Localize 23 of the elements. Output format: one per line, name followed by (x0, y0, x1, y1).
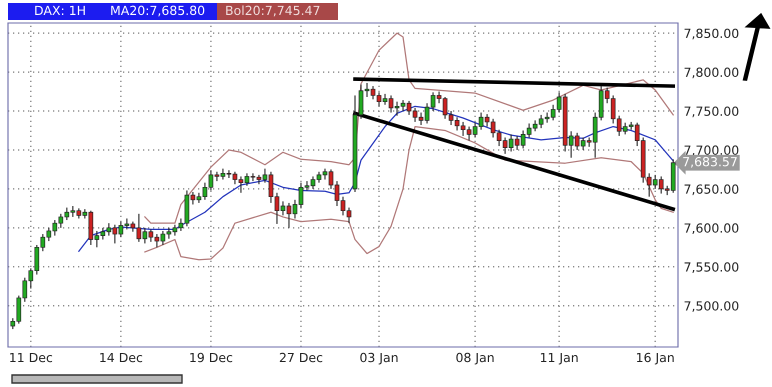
x-tick-label: 27 Dec (280, 352, 322, 362)
x-tick-label: 08 Jan (456, 352, 494, 365)
y-tick-label: 7,600.00 (684, 223, 738, 234)
y-tick-label: 7,850.00 (684, 28, 738, 40)
text: Bol20:7,745.47 (226, 5, 320, 16)
x-tick-label: 11 Jan (540, 352, 578, 365)
y-tick-label: 7,750.00 (684, 106, 738, 118)
x-tick-label: 14 Dec (100, 352, 142, 362)
line-series (78, 106, 674, 252)
x-tick-label: 03 Jan (360, 352, 398, 365)
line-series (144, 32, 674, 224)
x-tick-label: 19 Dec (190, 352, 232, 362)
y-tick-label: 7,700.00 (684, 145, 738, 156)
y-tick-label: 7,650.00 (684, 184, 738, 196)
chart-title: DAX: 1H (35, 6, 85, 15)
x-tick-label: 11 Dec (10, 352, 52, 362)
y-tick-label: 7,500.00 (684, 301, 738, 312)
y-tick-label: 7,550.00 (684, 262, 738, 273)
x-tick-label: 16 Jan (636, 352, 674, 365)
line-series (144, 126, 674, 260)
text: MA20:7,685.80 (111, 6, 204, 16)
y-tick-label: 7,800.00 (684, 68, 738, 78)
text: 7,683.57 (683, 156, 737, 168)
